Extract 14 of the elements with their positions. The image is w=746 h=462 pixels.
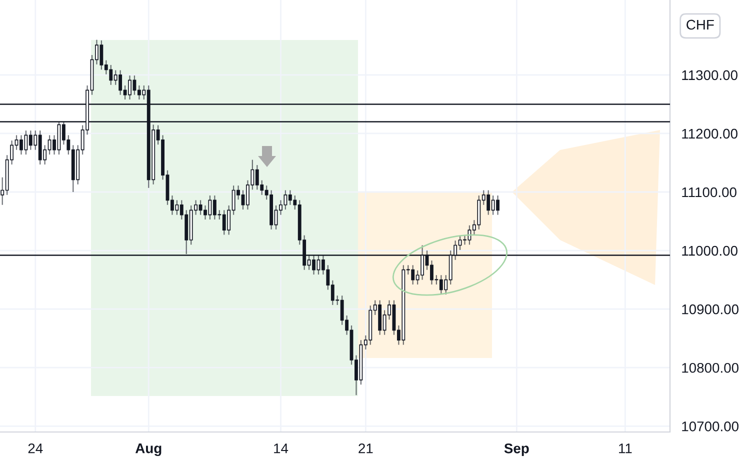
- y-tick-label: 10900.00: [682, 304, 738, 314]
- x-tick-label: Sep: [504, 443, 529, 456]
- x-tick-label: 24: [28, 443, 43, 454]
- y-tick-label: 11200.00: [682, 128, 738, 139]
- x-tick-label: Aug: [135, 444, 162, 456]
- x-tick-label: 14: [274, 444, 288, 454]
- y-tick-label: 11100.00: [682, 187, 736, 198]
- x-tick-label: 11: [619, 444, 632, 454]
- y-tick-label: 10800.00: [682, 362, 738, 373]
- y-axis-title: CHF: [686, 20, 714, 30]
- y-tick-label: 11300.00: [682, 70, 738, 80]
- x-tick-label: 21: [358, 443, 373, 454]
- y-tick-label: 10700.00: [682, 421, 738, 432]
- y-tick-label: 11000.00: [682, 246, 738, 256]
